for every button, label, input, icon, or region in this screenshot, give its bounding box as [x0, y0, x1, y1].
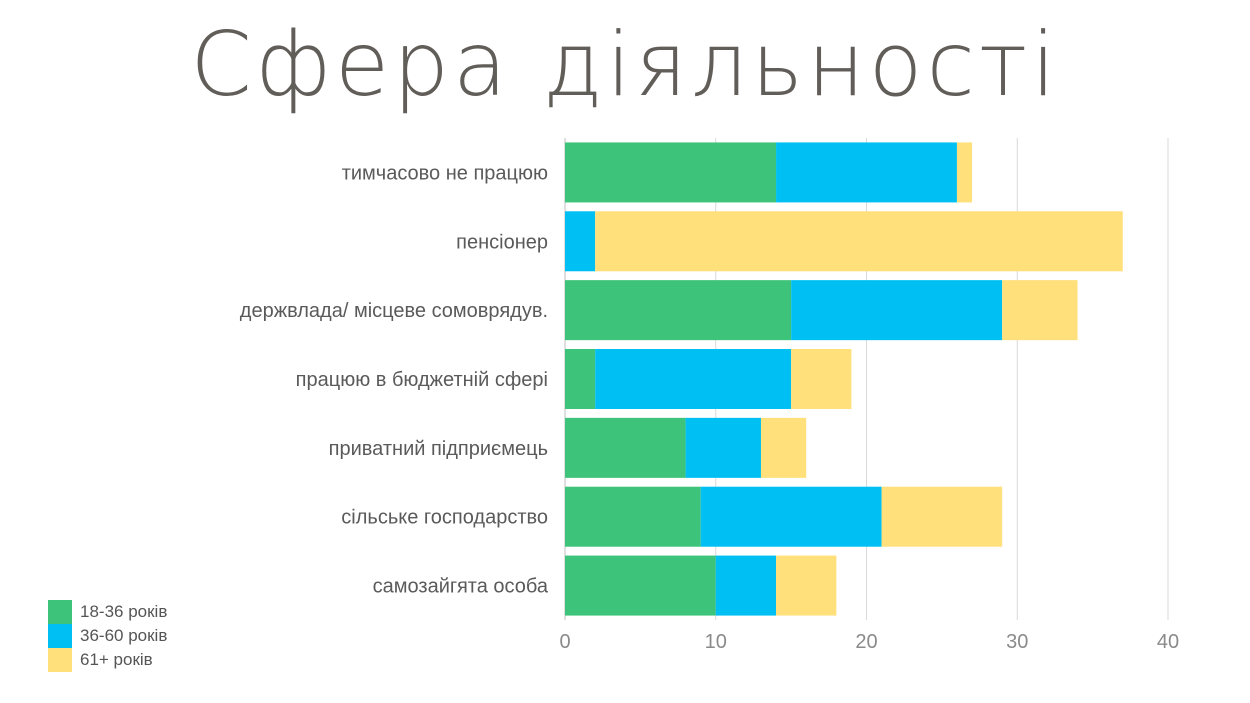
legend-label-18-36: 18-36 років	[80, 602, 168, 621]
legend-item-36-60: 36-60 років	[48, 624, 167, 648]
bar-0-series-1	[776, 142, 957, 203]
bar-0-series-2	[956, 142, 973, 203]
bar-4-series-1	[685, 417, 761, 478]
bar-3-series-2	[791, 349, 852, 409]
x-tick-label: 10	[705, 631, 727, 653]
bar-6-series-2	[776, 555, 837, 616]
bar-2-series-1	[791, 280, 1003, 341]
chart-title: Сфера діяльності	[190, 13, 1060, 116]
category-label: приватний підприємець	[329, 438, 548, 460]
legend-label-36-60: 36-60 років	[80, 626, 168, 645]
legend-swatch-18-36	[48, 600, 72, 624]
bar-1-series-2	[595, 211, 1123, 272]
legend-label-61-plus: 61+ років	[80, 650, 153, 669]
category-label: тимчасово не працюю	[342, 162, 548, 184]
bar-5-series-1	[700, 486, 882, 547]
x-tick-label: 0	[559, 631, 570, 653]
category-label: сільське господарство	[341, 507, 548, 529]
bar-5-series-2	[881, 486, 1003, 547]
legend: 18-36 років 36-60 років 61+ років	[48, 600, 167, 672]
bar-4-series-0	[565, 417, 686, 478]
category-label: самозайгята особа	[373, 576, 549, 598]
bar-3-series-0	[565, 349, 596, 409]
bar-4-series-2	[760, 417, 807, 478]
bar-0-series-0	[565, 142, 777, 203]
bar-6-series-0	[565, 555, 716, 616]
bar-6-series-1	[715, 555, 777, 616]
x-tick-label: 30	[1006, 631, 1028, 653]
bar-2-series-2	[1002, 280, 1078, 341]
bar-1-series-1	[565, 211, 596, 272]
bar-5-series-0	[565, 486, 701, 547]
bar-2-series-0	[565, 280, 792, 341]
bar-3-series-1	[595, 349, 792, 409]
legend-swatch-61-plus	[48, 648, 72, 672]
x-tick-label: 40	[1157, 631, 1179, 653]
category-label: працюю в бюджетній сфері	[296, 369, 548, 391]
category-label: пенсіонер	[456, 231, 548, 253]
legend-swatch-36-60	[48, 624, 72, 648]
category-label: держвлада/ місцеве сомоврядув.	[240, 300, 548, 322]
legend-item-61-plus: 61+ років	[48, 648, 167, 672]
x-tick-label: 20	[855, 631, 877, 653]
legend-item-18-36: 18-36 років	[48, 600, 167, 624]
